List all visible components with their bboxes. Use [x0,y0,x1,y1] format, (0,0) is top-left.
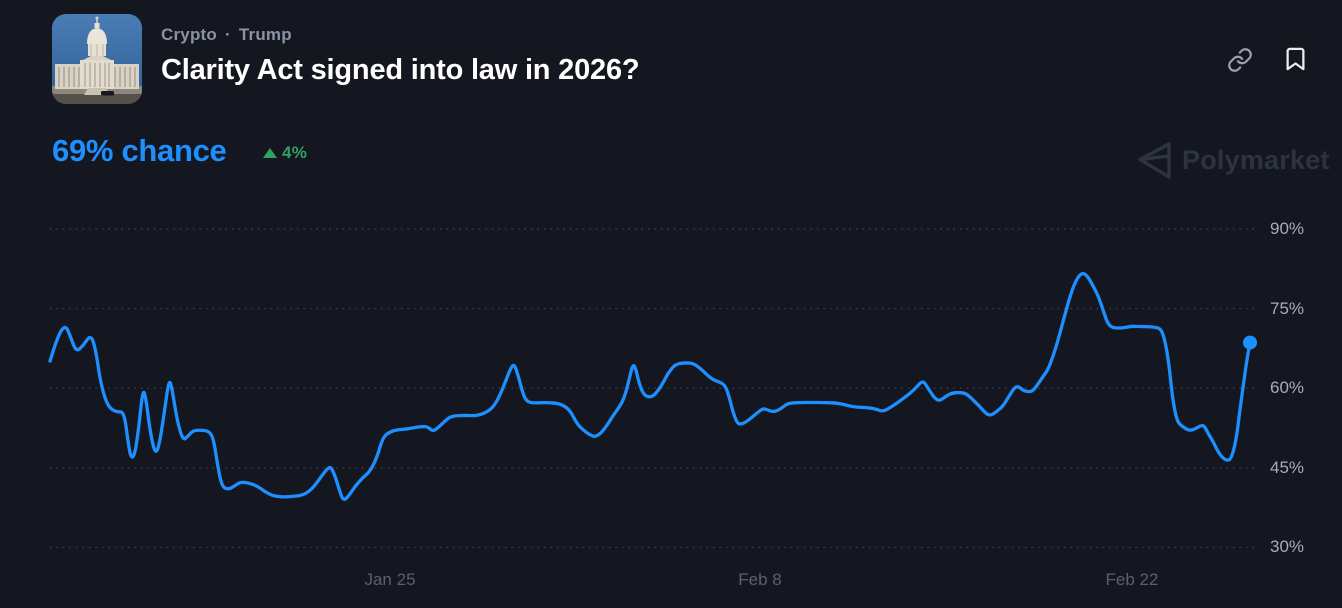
y-tick-75: 75% [1270,298,1305,318]
x-tick-jan-25: Jan 25 [364,570,416,589]
polymarket-logo-icon [1138,142,1171,179]
tag-separator: · [224,25,231,44]
y-tick-45: 45% [1270,457,1305,477]
tag-trump: Trump [238,25,292,44]
bookmark-button[interactable] [1282,45,1309,73]
delta-value: 4% [282,143,308,162]
market-title[interactable]: Clarity Act signed into law in 2026? [161,54,640,86]
link-icon [1228,48,1252,72]
polymarket-wordmark: Polymarket [1182,145,1330,175]
x-tick-feb-8: Feb 8 [738,570,782,589]
y-tick-90: 90% [1270,219,1305,238]
probability-line [48,271,1252,501]
bookmark-icon [1286,47,1305,71]
breadcrumb: Crypto · Trump [161,24,639,46]
y-tick-30: 30% [1270,537,1305,557]
us-capitol-image [52,14,142,104]
tag-crypto: Crypto [161,25,217,44]
copy-link-button[interactable] [1227,47,1253,73]
price-change-badge: 4% [263,141,307,165]
market-thumbnail[interactable] [52,14,142,104]
x-tick-feb-22: Feb 22 [1105,570,1159,589]
delta-up-icon [263,148,277,158]
current-value-dot [1243,335,1257,350]
chance-value: 69% chance [52,133,227,168]
y-tick-60: 60% [1270,378,1305,398]
polymarket-watermark: Polymarket [1136,140,1330,181]
